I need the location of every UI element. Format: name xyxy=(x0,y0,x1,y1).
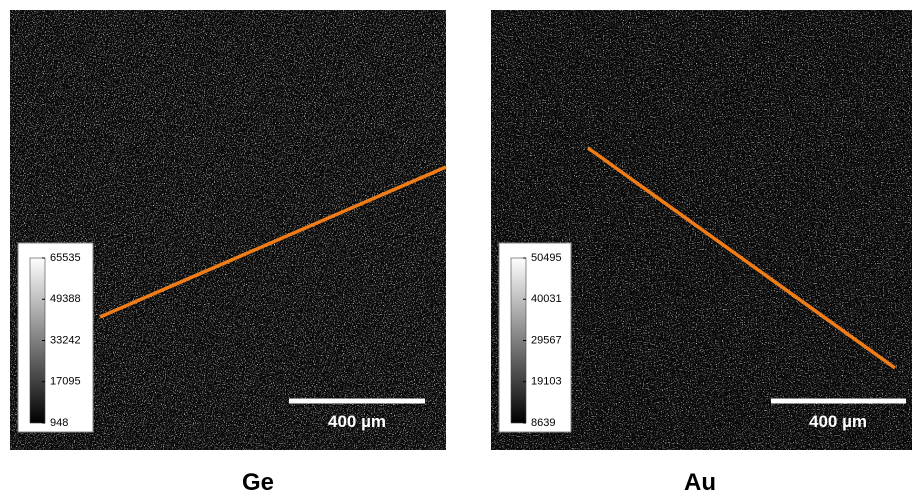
figure: 65535 49388 33242 17095 948 400 µm Ge 50495 4003… xyxy=(0,0,915,499)
colorbar-tick-label: 50495 xyxy=(531,252,562,264)
colorbar-tick-label: 19103 xyxy=(531,376,562,388)
panel-label: Au xyxy=(684,469,716,496)
panel-label: Ge xyxy=(242,469,274,496)
scale-bar-label: 400 µm xyxy=(809,412,867,431)
colorbar-tick-label: 33242 xyxy=(50,334,81,346)
colorbar-tick-label: 8639 xyxy=(531,417,555,429)
colorbar-tick-label: 40031 xyxy=(531,293,562,305)
colorbar-tick-label: 17095 xyxy=(50,376,81,388)
scale-bar-label: 400 µm xyxy=(328,412,386,431)
colorbar-tick-label: 65535 xyxy=(50,252,81,264)
colorbar-tick-label: 49388 xyxy=(50,293,81,305)
colorbar-tick-label: 948 xyxy=(50,417,68,429)
colorbar-tick-label: 29567 xyxy=(531,334,562,346)
